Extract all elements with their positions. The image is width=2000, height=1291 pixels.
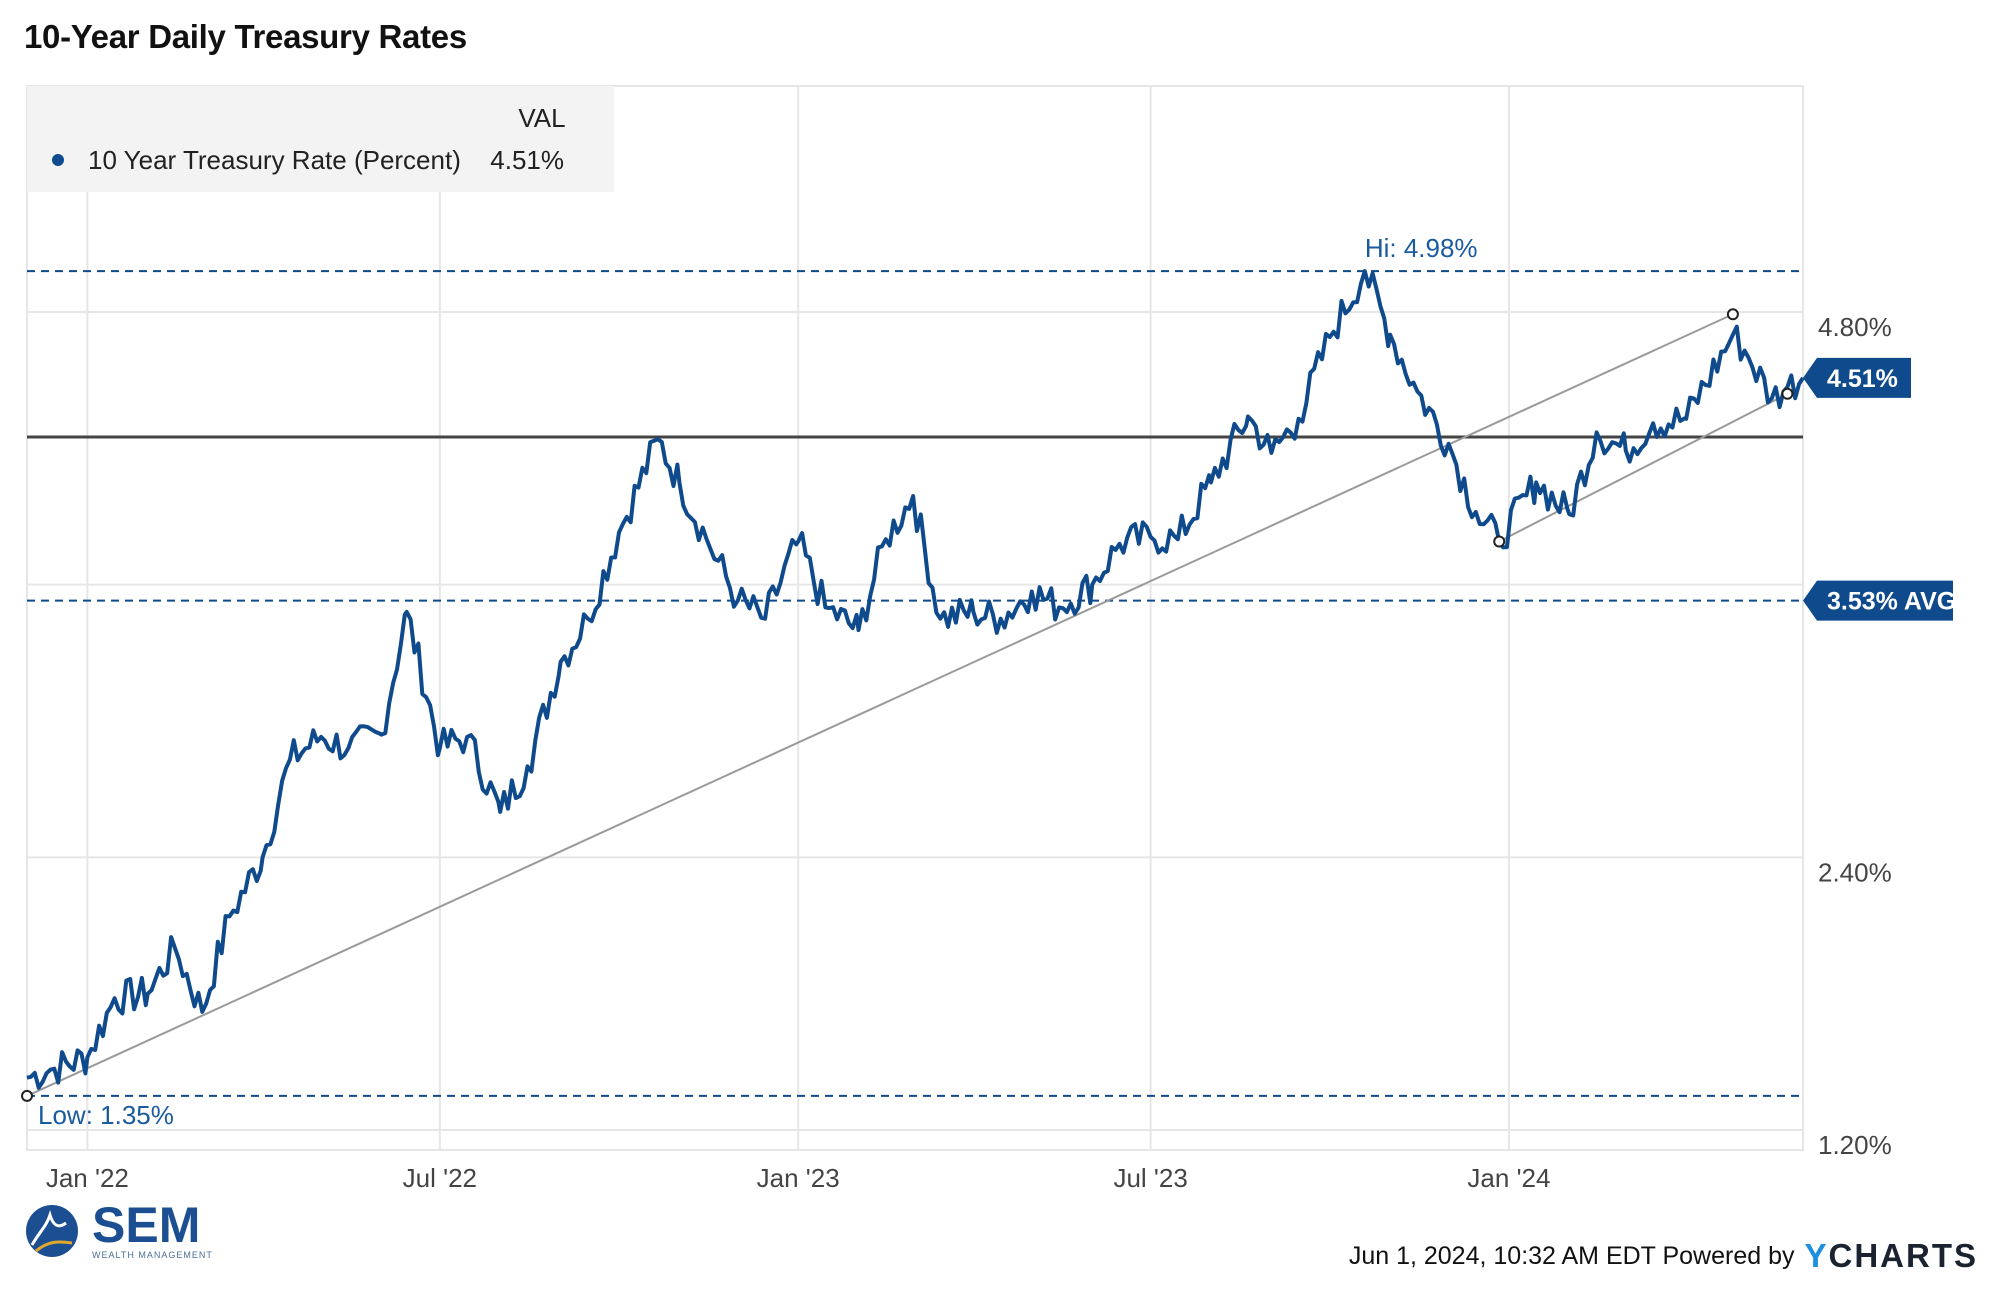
y-tick-label: 2.40% <box>1818 857 1892 887</box>
legend-series-value: 4.51% <box>490 145 564 175</box>
x-tick-label: Jul '22 <box>403 1163 477 1193</box>
trendline-end-marker <box>1781 387 1794 400</box>
average-badge-text: 3.53% AVG <box>1827 588 1956 616</box>
footer: Jun 1, 2024, 10:32 AM EDT Powered by YCH… <box>1349 1237 1978 1275</box>
footer-timestamp: Jun 1, 2024, 10:32 AM EDT Powered by <box>1348 1241 1795 1270</box>
series-line-0 <box>26 269 1805 1090</box>
x-tick-label: Jul '23 <box>1113 1163 1187 1193</box>
average-badge-shape <box>1803 580 1953 621</box>
sem-logo-subtitle: WEALTH MANAGEMENT <box>92 1250 213 1260</box>
legend-header: VAL <box>518 103 565 133</box>
ycharts-logo-rest: CHARTS <box>1828 1237 1978 1274</box>
trendline-start-marker <box>21 1089 33 1102</box>
trendline-end-marker <box>1726 308 1739 321</box>
last-value-badge-text: 4.51% <box>1827 365 1898 393</box>
sem-globe-icon <box>26 1205 78 1257</box>
trendline <box>1498 392 1788 543</box>
reference-lines <box>27 270 1803 1097</box>
ycharts-logo-y: Y <box>1804 1237 1829 1274</box>
legend-series-dot <box>52 154 64 166</box>
x-tick-label: Jan '24 <box>1467 1163 1550 1193</box>
x-tick-label: Jan '23 <box>757 1163 840 1193</box>
last-value-badge-shape <box>1803 357 1911 398</box>
trendline <box>26 313 1734 1097</box>
legend-background <box>27 86 614 192</box>
trend-markers <box>21 308 1794 1102</box>
legend: VAL 10 Year Treasury Rate (Percent) 4.51… <box>27 86 614 192</box>
ycharts-logo[interactable]: YCHARTS <box>1804 1237 1978 1275</box>
plot-frame <box>26 85 1804 1151</box>
annotations: Hi: 4.98% Low: 1.35% 4.51% 3.53% AVG <box>38 233 1956 1130</box>
low-label: Low: 1.35% <box>38 1100 174 1130</box>
sem-logo-text: SEM <box>92 1197 201 1253</box>
chart-title: 10-Year Daily Treasury Rates <box>24 18 467 55</box>
high-label: Hi: 4.98% <box>1365 233 1478 263</box>
legend-series-name[interactable]: 10 Year Treasury Rate (Percent) <box>88 145 461 175</box>
y-tick-label: 1.20% <box>1818 1130 1892 1160</box>
series-group <box>26 269 1805 1090</box>
x-tick-label: Jan '22 <box>46 1163 129 1193</box>
chart-grid <box>26 85 1804 1151</box>
sem-logo: SEM WEALTH MANAGEMENT <box>22 1200 213 1260</box>
trendline-start-marker <box>1493 535 1506 548</box>
trendlines <box>26 313 1788 1097</box>
y-tick-label: 4.80% <box>1818 312 1892 342</box>
